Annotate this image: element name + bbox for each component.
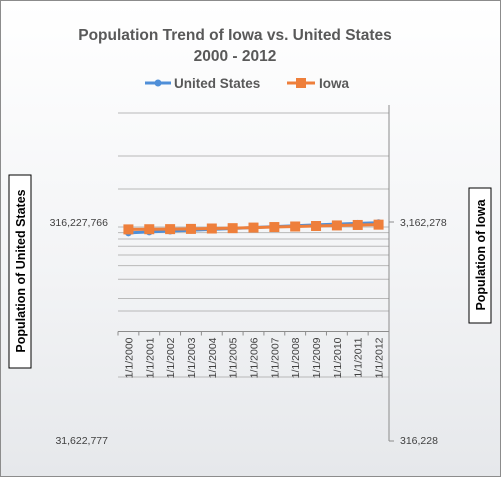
- data-point: [144, 224, 155, 235]
- data-point: [185, 223, 196, 234]
- legend-iowa-label: Iowa: [319, 76, 349, 91]
- legend-us-label: United States: [174, 76, 260, 91]
- x-tick-label: 1/1/2008: [290, 337, 302, 378]
- legend-us-marker: [154, 79, 162, 87]
- x-tick-label: 1/1/2006: [249, 337, 261, 378]
- data-point: [123, 224, 134, 235]
- y-secondary-title-box: Population of Iowa: [468, 187, 492, 324]
- data-point: [227, 223, 238, 234]
- x-tick-label: 1/1/2002: [165, 337, 177, 378]
- data-point: [352, 219, 363, 230]
- y-primary-tick-top: 316,227,766: [50, 217, 109, 229]
- x-tick-label: 1/1/2007: [269, 337, 281, 378]
- x-tick-label: 1/1/2000: [123, 337, 135, 378]
- data-point: [331, 220, 342, 231]
- x-tick-label: 1/1/2005: [228, 337, 240, 378]
- series-lines: [123, 219, 384, 237]
- y-secondary-tick-bottom: 316,228: [400, 435, 438, 447]
- x-tick-label: 1/1/2004: [207, 337, 219, 378]
- data-point: [248, 222, 259, 233]
- axes: [118, 105, 394, 442]
- data-point: [311, 221, 322, 232]
- x-tick-label: 1/1/2003: [186, 337, 198, 378]
- y-primary-title-box: Population of United States: [8, 174, 32, 369]
- data-point: [373, 219, 384, 230]
- x-tick-label: 1/1/2012: [374, 337, 386, 378]
- y-secondary-title: Population of Iowa: [474, 198, 488, 310]
- x-tick-label: 1/1/2009: [311, 337, 323, 378]
- x-tick-label: 1/1/2010: [332, 337, 344, 378]
- y-primary-tick-bottom: 31,622,777: [55, 435, 108, 447]
- x-axis-ticks: 1/1/2000 1/1/2001 1/1/2002 1/1/2003 1/1/2004…: [117, 331, 390, 378]
- y-primary-title: Population of United States: [14, 189, 28, 352]
- legend-iowa-marker: [296, 78, 306, 88]
- data-point: [206, 223, 217, 234]
- chart-subtitle: 2000 - 2012: [194, 48, 277, 65]
- gridlines: [118, 112, 389, 378]
- data-point: [269, 222, 280, 233]
- data-point: [165, 224, 176, 235]
- data-point: [290, 221, 301, 232]
- legend: United States Iowa: [145, 76, 349, 91]
- x-tick-label: 1/1/2011: [353, 337, 365, 377]
- y-secondary-tick-top: 3,162,278: [400, 217, 447, 229]
- x-tick-label: 1/1/2001: [144, 337, 156, 378]
- chart-title: Population Trend of Iowa vs. United Stat…: [78, 27, 391, 44]
